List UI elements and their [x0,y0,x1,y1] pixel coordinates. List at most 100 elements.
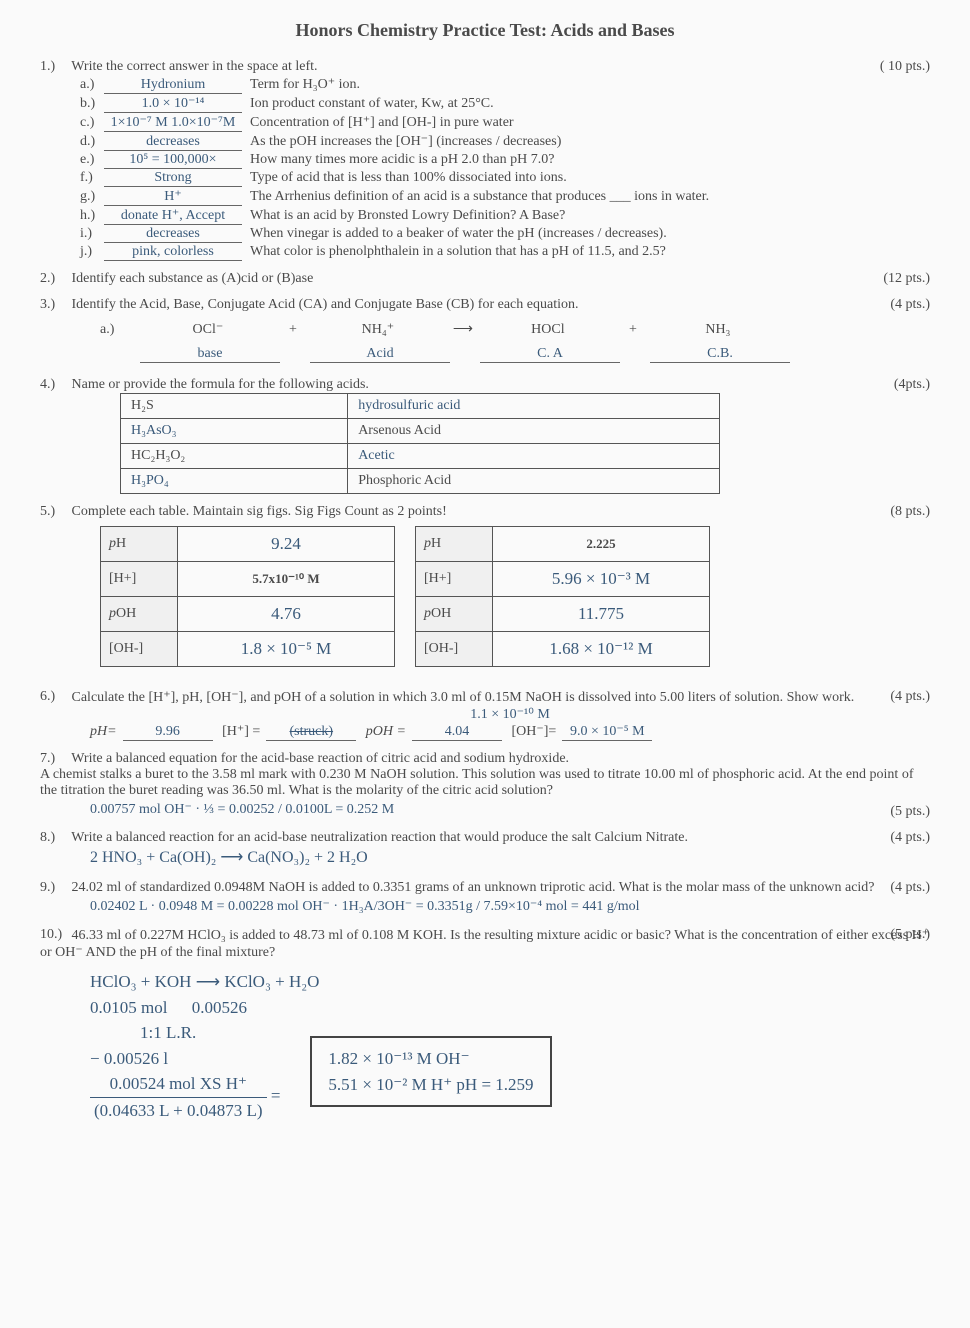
table-row: pOH11.775 [416,597,710,632]
q10-box2: 5.51 × 10⁻² M H⁺ pH = 1.259 [328,1072,533,1098]
ph-label-cell: pH [101,527,178,562]
eq-operator: + [278,322,308,338]
q5-text: Complete each table. Maintain sig figs. … [72,504,447,519]
question-4: 4.) Name or provide the formula for the … [40,377,930,494]
question-8: 8.) Write a balanced reaction for an aci… [40,830,930,870]
q10-frac-den: (0.04633 L + 0.04873 L) [90,1098,267,1124]
q1-subitem: f.) Strong Type of acid that is less tha… [80,170,930,187]
subitem-letter: b.) [80,96,104,112]
subitem-letter: h.) [80,208,104,224]
q6-work-top: 1.1 × 10⁻¹⁰ M [470,707,550,722]
q5-num: 5.) [40,504,68,520]
q1-subitem: j.) pink, colorless What color is phenol… [80,244,930,261]
subitem-text: Concentration of [H⁺] and [OH-] in pure … [250,114,514,131]
q6-poh: 4.04 [412,724,502,741]
ph-value-cell: 4.76 [178,597,395,632]
subitem-answer: Strong [104,170,242,187]
q10-line4: − 0.00526 l [90,1046,280,1072]
q10-line2b: 0.00526 [192,998,247,1017]
q1-subitem: d.) decreases As the pOH increases the [… [80,133,930,151]
table-row: pH2.225 [416,527,710,562]
q3-eq-letter: a.) [100,322,114,337]
q3-pts: (4 pts.) [890,297,930,313]
subitem-answer: H⁺ [104,188,242,206]
subitem-answer: decreases [104,226,242,243]
q3-equation: a.) OCl⁻+NH₄⁺⟶HOCl+NH₃ [100,321,930,338]
question-2: 2.) Identify each substance as (A)cid or… [40,271,930,287]
q1-subitem: a.) Hydronium Term for H₃O⁺ ion. [80,76,930,94]
page-title: Honors Chemistry Practice Test: Acids an… [40,20,930,41]
subitem-answer: 1×10⁻⁷ M 1.0×10⁻⁷M [104,114,242,132]
table-row: pH9.24 [101,527,395,562]
table-row: H₃PO₄Phosphoric Acid [121,469,720,494]
eq-answer: C.B. [650,346,790,363]
q1-subitem: i.) decreases When vinegar is added to a… [80,226,930,243]
q10-line2a: 0.0105 mol [90,998,167,1017]
subitem-answer: 10⁵ = 100,000× [104,152,242,169]
eq-answer: Acid [310,346,450,363]
q1-text: Write the correct answer in the space at… [71,59,317,74]
ph-label-cell: pOH [416,597,493,632]
ph-label-cell: pOH [101,597,178,632]
acid-name-cell: hydrosulfuric acid [348,394,720,419]
ph-value-cell: 5.96 × 10⁻³ M [493,562,710,597]
acid-name-cell: Acetic [348,444,720,469]
subitem-text: The Arrhenius definition of an acid is a… [250,189,709,205]
q10-answer-box: 1.82 × 10⁻¹³ M OH⁻ 5.51 × 10⁻² M H⁺ pH =… [310,1036,551,1107]
q10-pts: (5 pts.) [890,927,930,943]
q4-text: Name or provide the formula for the foll… [72,377,369,392]
q6-text: Calculate the [H⁺], pH, [OH⁻], and pOH o… [72,690,855,705]
q10-work: HClO₃ + KOH ⟶ KClO₃ + H₂O 0.0105 mol 0.0… [90,969,930,1123]
q2-pts: (12 pts.) [883,271,930,287]
subitem-letter: f.) [80,170,104,186]
q10-box1: 1.82 × 10⁻¹³ M OH⁻ [328,1046,533,1072]
q6-oh: 9.0 × 10⁻⁵ M [562,723,652,741]
ph-value-cell: 1.68 × 10⁻¹² M [493,632,710,667]
q4-pts: (4pts.) [894,377,930,393]
q10-num: 10.) [40,927,68,943]
q5-table-b: pH2.225[H+]5.96 × 10⁻³ MpOH11.775[OH-]1.… [415,526,710,667]
subitem-answer: donate H⁺, Accept [104,207,242,225]
ph-label-cell: [H+] [416,562,493,597]
q5-table-a: pH9.24[H+]5.7x10⁻¹⁰ MpOH4.76[OH-]1.8 × 1… [100,526,395,667]
subitem-text: As the pOH increases the [OH⁻] (increase… [250,133,561,150]
subitem-text: What is an acid by Bronsted Lowry Defini… [250,208,565,224]
ph-value-cell: 2.225 [493,527,710,562]
q1-subitem: e.) 10⁵ = 100,000× How many times more a… [80,152,930,169]
ph-label-cell: [OH-] [101,632,178,667]
q4-num: 4.) [40,377,68,393]
q8-pts: (4 pts.) [890,830,930,846]
q6-h-label: [H⁺] = [222,724,260,739]
ph-value-cell: 1.8 × 10⁻⁵ M [178,632,395,667]
q2-num: 2.) [40,271,68,287]
q7-work: 0.00757 mol OH⁻ · ⅓ = 0.00252 / 0.0100L … [90,799,930,820]
eq-term: OCl⁻ [138,321,278,338]
subitem-answer: 1.0 × 10⁻¹⁴ [104,95,242,113]
table-row: [OH-]1.8 × 10⁻⁵ M [101,632,395,667]
q10-fraction: 0.00524 mol XS H⁺ (0.04633 L + 0.04873 L… [90,1071,267,1123]
subitem-text: What color is phenolphthalein in a solut… [250,244,666,260]
q6-ph-label: pH= [90,724,117,739]
q10-line3: 1:1 L.R. [140,1020,280,1046]
eq-term: NH₄⁺ [308,321,448,338]
ph-label-cell: [H+] [101,562,178,597]
table-row: pOH4.76 [101,597,395,632]
subitem-text: Ion product constant of water, Kw, at 25… [250,96,494,112]
q4-table: H₂Shydrosulfuric acidH₃AsO₃Arsenous Acid… [120,393,720,494]
q7-pts: (5 pts.) [890,804,930,820]
table-row: [H+]5.96 × 10⁻³ M [416,562,710,597]
q6-poh-label: pOH = [366,724,406,739]
q1-pts: ( 10 pts.) [880,59,930,75]
acid-formula-cell: H₃PO₄ [121,469,348,494]
eq-operator: + [618,322,648,338]
q6-pts: (4 pts.) [890,689,930,705]
q6-answers: pH=9.96 [H⁺] =(struck) pOH =4.04 [OH⁻]=9… [90,723,930,741]
question-5: 5.) Complete each table. Maintain sig fi… [40,504,930,673]
table-row: H₃AsO₃Arsenous Acid [121,419,720,444]
q9-num: 9.) [40,880,68,896]
subitem-text: How many times more acidic is a pH 2.0 t… [250,152,554,168]
q9-work: 0.02402 L · 0.0948 M = 0.00228 mol OH⁻ ·… [90,896,930,917]
q3-text: Identify the Acid, Base, Conjugate Acid … [72,297,579,312]
table-row: HC₂H₃O₂Acetic [121,444,720,469]
table-row: [OH-]1.68 × 10⁻¹² M [416,632,710,667]
